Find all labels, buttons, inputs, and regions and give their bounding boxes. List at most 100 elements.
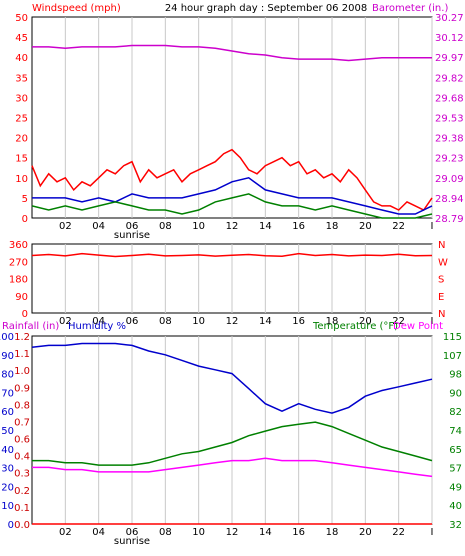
direction-x-tick-label: 04: [92, 316, 105, 327]
compass-label: W: [438, 257, 448, 268]
rain-y-tick-label: 1.1: [14, 349, 30, 360]
humidity-y-tick-label: 40: [1, 445, 14, 456]
wind-x-tick-label: 20: [359, 221, 372, 232]
rain-y-tick-label: 0.1: [14, 503, 30, 514]
temp-y-tick-label: 32: [449, 520, 462, 531]
wind-x-tick-label: 14: [259, 221, 272, 232]
series-temperature: [32, 421, 433, 466]
humidity-x-tick-label: 12: [226, 527, 239, 538]
direction-x-tick-label: 08: [159, 316, 172, 327]
direction-x-tick-label: I: [431, 316, 434, 327]
baro-y-tick-label: 30.12: [435, 33, 464, 44]
temp-y-tick-label: 65: [449, 445, 462, 456]
barometer-header: Barometer (in.): [372, 3, 448, 14]
temp-y-tick-label: 90: [449, 388, 462, 399]
wind-y-tick-label: 0: [22, 214, 28, 225]
series-humidity: [31, 342, 433, 414]
wind-y-tick-label: 25: [15, 114, 28, 125]
rain-y-tick-label: 0.6: [14, 435, 30, 446]
humidity-x-tick-label: 06: [126, 527, 139, 538]
baro-y-tick-label: 29.09: [435, 174, 464, 185]
humidity-x-tick-label: 16: [292, 527, 305, 538]
direction-x-tick-label: 06: [126, 316, 139, 327]
direction-y-tick-label: 180: [9, 275, 28, 286]
humidity-x-tick-label: I: [431, 527, 434, 538]
temp-y-tick-label: 115: [443, 332, 462, 343]
rain-y-tick-label: 0.7: [14, 417, 30, 428]
humidity-x-tick-label: 04: [92, 527, 105, 538]
wind-x-tick-label: 22: [392, 221, 405, 232]
humidity-x-tick-label: 20: [359, 527, 372, 538]
wind-y-tick-label: 45: [15, 33, 28, 44]
temp-y-tick-label: 82: [449, 407, 462, 418]
wind-y-tick-label: 40: [15, 53, 28, 64]
wind-x-tick-label: 04: [92, 221, 105, 232]
date-header: 24 hour graph day : September 06 2008: [165, 3, 367, 14]
humidity-x-tick-label: 14: [259, 527, 272, 538]
wind-x-tick-label: 06: [126, 221, 139, 232]
series-wind-gust: [32, 176, 433, 215]
humidity-x-tick-label: 08: [159, 527, 172, 538]
temp-y-tick-label: 57: [449, 464, 462, 475]
direction-x-tick-label: 10: [192, 316, 205, 327]
baro-y-tick-label: 29.53: [435, 114, 464, 125]
temp-y-tick-label: 40: [449, 501, 462, 512]
direction-x-tick-label: 18: [326, 316, 339, 327]
compass-label: S: [438, 275, 444, 286]
wind-y-tick-label: 50: [15, 13, 28, 24]
wind-y-tick-label: 5: [22, 194, 28, 205]
series-barometer: [32, 44, 432, 62]
baro-y-tick-label: 29.38: [435, 134, 464, 145]
wind-y-tick-label: 35: [15, 73, 28, 84]
humidity-y-tick-label: 20: [1, 482, 14, 493]
wind-x-tick-label: 18: [326, 221, 339, 232]
humidity-y-tick-label: 0: [8, 520, 14, 531]
rain-y-tick-label: 1.2: [14, 332, 30, 343]
wind-x-tick-label: 16: [292, 221, 305, 232]
wind-sunrise-label: sunrise: [114, 230, 150, 241]
wind-y-tick-label: 15: [15, 154, 28, 165]
rain-y-tick-label: 0.8: [14, 400, 30, 411]
direction-x-tick-label: 02: [59, 316, 72, 327]
humidity-y-tick-label: 30: [1, 464, 14, 475]
baro-y-tick-label: 30.27: [435, 13, 464, 24]
direction-x-tick-label: 20: [359, 316, 372, 327]
dewpoint-header: Dew Point: [393, 321, 443, 332]
humidity-y-tick-label: 60: [1, 407, 14, 418]
wind-x-tick-label: I: [431, 221, 434, 232]
humidity-x-tick-label: 18: [326, 527, 339, 538]
direction-x-tick-label: 16: [292, 316, 305, 327]
humidity-y-tick-label: 10: [1, 501, 14, 512]
baro-y-tick-label: 29.97: [435, 53, 464, 64]
wind-x-tick-label: 02: [59, 221, 72, 232]
humidity-y-tick-label: 90: [1, 351, 14, 362]
direction-x-tick-label: 22: [392, 316, 405, 327]
series-dew-point: [32, 457, 433, 478]
wind-x-tick-label: 10: [192, 221, 205, 232]
direction-y-tick-label: 360: [9, 240, 28, 251]
humidity-y-tick-label: 70: [1, 388, 14, 399]
rain-y-tick-label: 0.3: [14, 469, 30, 480]
humidity-y-tick-label: 100: [0, 332, 14, 343]
direction-x-tick-label: 14: [259, 316, 272, 327]
wind-x-tick-label: 08: [159, 221, 172, 232]
humidity-y-tick-label: 80: [1, 370, 14, 381]
wind-x-tick-label: 12: [226, 221, 239, 232]
humidity-x-tick-label: 02: [59, 527, 72, 538]
baro-y-tick-label: 28.94: [435, 194, 464, 205]
series-windspeed: [31, 148, 433, 211]
direction-y-tick-label: 90: [15, 292, 28, 303]
compass-label: N: [438, 240, 445, 251]
rain-y-tick-label: 0.9: [14, 383, 30, 394]
rain-y-tick-label: 0.2: [14, 486, 30, 497]
windspeed-header: Windspeed (mph): [32, 3, 121, 14]
direction-x-tick-label: 12: [226, 316, 239, 327]
temp-y-tick-label: 98: [449, 370, 462, 381]
series-wind-average: [31, 193, 433, 219]
baro-y-tick-label: 29.23: [435, 154, 464, 165]
wind-y-tick-label: 30: [15, 93, 28, 104]
temp-y-tick-label: 107: [443, 351, 462, 362]
